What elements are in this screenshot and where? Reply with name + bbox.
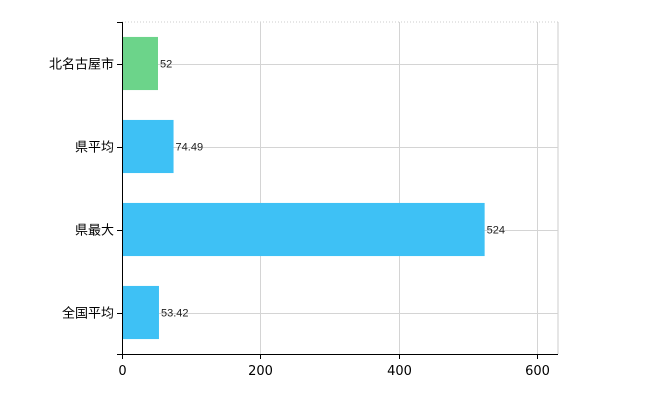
x-tick-label: 600 [525, 364, 550, 379]
data-label: 74.49 [176, 142, 204, 154]
bar [122, 36, 158, 91]
x-tick-label: 0 [118, 364, 126, 379]
data-label: 53.42 [161, 308, 189, 320]
bar [122, 285, 159, 340]
data-label: 52 [160, 59, 172, 71]
category-label: 県平均 [75, 141, 114, 156]
x-tick-label: 400 [387, 364, 412, 379]
category-label: 県最大 [75, 224, 114, 239]
data-label: 524 [487, 225, 505, 237]
bar [122, 202, 485, 257]
grid-lines [122, 21, 559, 354]
bar [122, 119, 174, 174]
category-label: 全国平均 [62, 306, 114, 322]
category-label: 北名古屋市 [49, 57, 114, 73]
bars [122, 36, 485, 340]
axes [117, 22, 558, 359]
x-tick-label: 200 [248, 364, 273, 379]
labels: 0 200 400 600 北名古屋市 52 県平均 74.49 県最大 524 全国平均 53.42 [49, 57, 550, 380]
